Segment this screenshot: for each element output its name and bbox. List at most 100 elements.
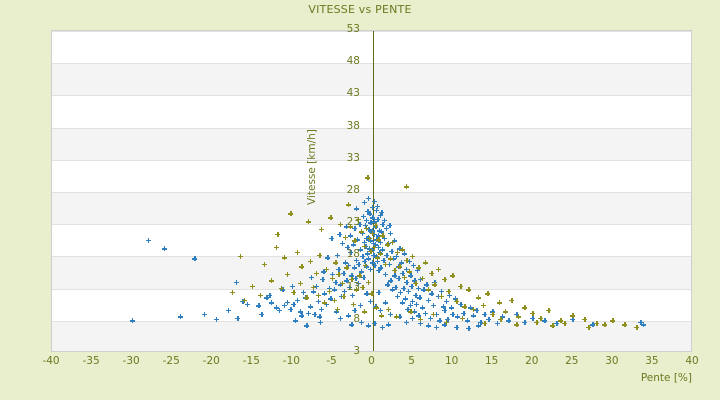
y-tick-label: 3 bbox=[353, 345, 360, 357]
scatter-point bbox=[378, 239, 383, 245]
scatter-point bbox=[391, 238, 397, 244]
scatter-point bbox=[467, 305, 473, 311]
scatter-point bbox=[378, 229, 384, 235]
scatter-point bbox=[318, 226, 324, 232]
scatter-point bbox=[361, 239, 367, 245]
scatter-point bbox=[365, 175, 371, 181]
scatter-point bbox=[241, 297, 247, 303]
scatter-point bbox=[275, 232, 281, 237]
x-tick-label: 25 bbox=[565, 355, 579, 367]
scatter-point bbox=[304, 295, 310, 301]
scatter-point bbox=[417, 295, 423, 301]
scatter-point bbox=[372, 242, 378, 248]
scatter-point bbox=[331, 297, 337, 303]
scatter-point bbox=[379, 247, 385, 253]
scatter-point bbox=[397, 314, 403, 320]
scatter-point bbox=[399, 300, 405, 306]
scatter-point bbox=[338, 293, 344, 299]
x-tick-label: 20 bbox=[525, 355, 539, 367]
scatter-point bbox=[328, 296, 334, 302]
scatter-point bbox=[305, 310, 311, 316]
scatter-point bbox=[357, 302, 363, 308]
scatter-point bbox=[454, 298, 460, 304]
scatter-point bbox=[312, 311, 318, 317]
scatter-point bbox=[269, 300, 275, 306]
scatter-point bbox=[323, 301, 329, 307]
plot-area[interactable] bbox=[51, 30, 692, 352]
scatter-point bbox=[240, 298, 246, 304]
scatter-point bbox=[509, 297, 515, 303]
x-tick-label: 0 bbox=[368, 355, 375, 367]
grid-band bbox=[52, 256, 691, 289]
scatter-point bbox=[229, 289, 235, 295]
scatter-point bbox=[315, 298, 321, 304]
scatter-point bbox=[426, 297, 432, 303]
scatter-point bbox=[515, 314, 521, 320]
scatter-point bbox=[376, 289, 382, 295]
scatter-point bbox=[411, 309, 417, 315]
scatter-point bbox=[358, 229, 364, 235]
scatter-point bbox=[294, 250, 300, 256]
scatter-point bbox=[378, 307, 383, 313]
scatter-point bbox=[145, 237, 151, 243]
scatter-point bbox=[376, 237, 382, 243]
grid-band bbox=[52, 63, 691, 96]
chart-title: VITESSE vs PENTE bbox=[308, 3, 412, 16]
y-tick-label: 53 bbox=[346, 23, 360, 35]
scatter-point bbox=[273, 305, 279, 311]
gridline bbox=[52, 159, 691, 161]
x-tick-label: -15 bbox=[242, 355, 260, 367]
scatter-point bbox=[380, 233, 386, 239]
scatter-point bbox=[377, 250, 383, 256]
scatter-point bbox=[442, 307, 448, 313]
scatter-point bbox=[259, 311, 265, 317]
scatter-point bbox=[474, 307, 480, 313]
scatter-point bbox=[245, 301, 250, 307]
scatter-point bbox=[359, 230, 365, 236]
y-tick-label: 43 bbox=[346, 87, 360, 100]
scatter-point bbox=[470, 306, 476, 312]
scatter-point bbox=[410, 298, 416, 304]
y-tick-label: 33 bbox=[346, 151, 360, 164]
scatter-point bbox=[386, 241, 392, 247]
x-tick-label: 30 bbox=[605, 355, 619, 367]
scatter-point bbox=[387, 311, 393, 317]
scatter-point bbox=[414, 301, 420, 307]
y-tick-label: 28 bbox=[346, 184, 360, 196]
scatter-point bbox=[390, 239, 396, 245]
scatter-point bbox=[225, 307, 231, 313]
scatter-point bbox=[399, 247, 405, 253]
scatter-point bbox=[373, 304, 379, 310]
scatter-point bbox=[546, 307, 552, 313]
scatter-point bbox=[402, 296, 408, 302]
scatter-point bbox=[405, 306, 411, 312]
scatter-point bbox=[302, 295, 308, 301]
scatter-point bbox=[374, 305, 379, 311]
scatter-point bbox=[364, 291, 370, 297]
scatter-point bbox=[394, 293, 400, 299]
scatter-point bbox=[430, 311, 436, 317]
scatter-point bbox=[366, 246, 372, 252]
scatter-point bbox=[382, 235, 388, 241]
scatter-point bbox=[264, 295, 270, 301]
scatter-point bbox=[434, 311, 440, 317]
scatter-point bbox=[452, 296, 458, 302]
scatter-point bbox=[440, 304, 446, 310]
scatter-point bbox=[347, 233, 353, 239]
x-tick-label: -25 bbox=[162, 355, 180, 367]
scatter-point bbox=[161, 246, 167, 252]
scatter-point bbox=[354, 237, 360, 243]
x-tick-label: -10 bbox=[282, 355, 300, 367]
scatter-point bbox=[363, 225, 369, 231]
scatter-point bbox=[294, 297, 300, 303]
scatter-point bbox=[443, 298, 449, 304]
scatter-point bbox=[341, 293, 347, 299]
x-tick-label: 40 bbox=[685, 355, 699, 367]
scatter-point bbox=[394, 314, 400, 320]
x-tick-label: -20 bbox=[202, 355, 220, 367]
x-axis-label: Pente [%] bbox=[640, 372, 692, 384]
scatter-point bbox=[422, 310, 428, 316]
scatter-point bbox=[386, 306, 392, 312]
scatter-point bbox=[461, 310, 467, 316]
gridline bbox=[52, 63, 691, 65]
